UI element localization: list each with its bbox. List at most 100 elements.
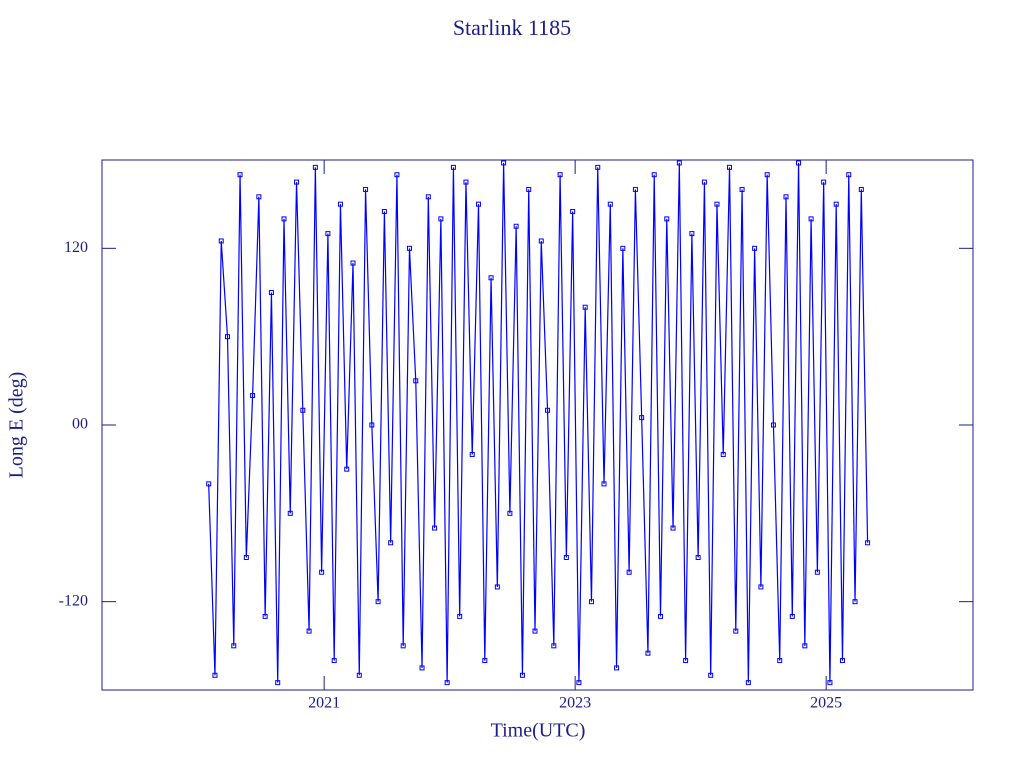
data-point bbox=[212, 672, 218, 678]
data-point bbox=[206, 481, 212, 487]
data-point bbox=[821, 179, 827, 185]
data-point bbox=[463, 179, 469, 185]
data-point bbox=[350, 260, 356, 266]
data-point bbox=[802, 643, 808, 649]
data-point bbox=[425, 194, 431, 200]
y-tick-label: 120 bbox=[64, 239, 88, 256]
data-point bbox=[676, 160, 682, 166]
data-point bbox=[626, 569, 632, 575]
data-point bbox=[356, 672, 362, 678]
data-line bbox=[208, 162, 869, 683]
data-point bbox=[394, 172, 400, 178]
data-point bbox=[827, 680, 833, 686]
data-point bbox=[363, 186, 369, 192]
data-point bbox=[300, 407, 306, 413]
data-point bbox=[607, 201, 613, 207]
data-point bbox=[808, 216, 814, 222]
data-point bbox=[733, 628, 739, 634]
data-point bbox=[381, 209, 387, 215]
data-point bbox=[231, 643, 237, 649]
data-point bbox=[432, 525, 438, 531]
x-tick-label: 2025 bbox=[810, 695, 842, 712]
y-tick-label: 00 bbox=[72, 416, 88, 433]
data-point bbox=[651, 172, 657, 178]
data-point bbox=[406, 245, 412, 251]
data-point bbox=[519, 672, 525, 678]
chart-title: Starlink 1185 bbox=[453, 15, 571, 40]
data-point bbox=[281, 216, 287, 222]
data-point bbox=[852, 599, 858, 605]
data-point bbox=[858, 186, 864, 192]
data-point bbox=[720, 451, 726, 457]
data-point bbox=[507, 510, 513, 516]
data-point bbox=[444, 680, 450, 686]
y-axis-label: Long E (deg) bbox=[6, 372, 28, 479]
data-point bbox=[770, 422, 776, 428]
data-point bbox=[563, 555, 569, 560]
data-point bbox=[438, 216, 444, 222]
data-point bbox=[312, 164, 318, 170]
data-point bbox=[262, 613, 268, 619]
data-point bbox=[256, 194, 262, 200]
data-point bbox=[306, 628, 312, 634]
x-tick-label: 2021 bbox=[308, 695, 340, 712]
data-point bbox=[839, 658, 845, 664]
data-point bbox=[777, 658, 783, 664]
data-point bbox=[814, 569, 820, 575]
data-point bbox=[494, 584, 500, 590]
data-point bbox=[664, 216, 670, 222]
data-point bbox=[689, 231, 695, 237]
data-point bbox=[268, 290, 274, 295]
data-point bbox=[250, 393, 256, 399]
data-point bbox=[670, 525, 676, 531]
data-point bbox=[501, 160, 507, 166]
data-point bbox=[488, 275, 494, 281]
data-point bbox=[287, 510, 293, 516]
data-point bbox=[400, 643, 406, 649]
data-point bbox=[846, 172, 852, 178]
data-point bbox=[331, 658, 337, 664]
data-point bbox=[595, 164, 601, 170]
data-point bbox=[620, 245, 626, 251]
data-point bbox=[369, 422, 375, 428]
data-point bbox=[865, 540, 871, 546]
data-point bbox=[657, 613, 663, 619]
data-point bbox=[614, 665, 620, 671]
data-point bbox=[319, 569, 325, 575]
data-point bbox=[413, 378, 419, 384]
data-point bbox=[783, 194, 789, 200]
data-point bbox=[225, 334, 231, 340]
data-point bbox=[764, 172, 770, 178]
data-point bbox=[833, 201, 839, 207]
data-point bbox=[645, 650, 651, 656]
data-point bbox=[551, 643, 557, 649]
x-tick-label: 2023 bbox=[559, 695, 591, 712]
data-point bbox=[695, 555, 701, 560]
data-point bbox=[570, 209, 576, 215]
data-point bbox=[683, 658, 689, 664]
data-point bbox=[545, 407, 551, 413]
plot-area bbox=[206, 160, 871, 686]
data-point bbox=[739, 186, 745, 192]
data-point bbox=[457, 613, 463, 619]
y-tick-label: -120 bbox=[59, 592, 88, 609]
data-point bbox=[789, 613, 795, 619]
data-point bbox=[576, 680, 582, 686]
data-point bbox=[337, 201, 343, 207]
data-point bbox=[482, 658, 488, 664]
data-point bbox=[538, 238, 544, 244]
data-point bbox=[513, 223, 519, 229]
data-point bbox=[275, 680, 281, 686]
data-point bbox=[752, 245, 758, 251]
data-point bbox=[237, 172, 243, 178]
data-point bbox=[708, 672, 714, 678]
data-point bbox=[419, 665, 425, 671]
data-point bbox=[532, 628, 538, 634]
data-point bbox=[243, 555, 249, 560]
data-point bbox=[601, 481, 607, 487]
data-point bbox=[796, 160, 802, 166]
data-point bbox=[388, 540, 394, 546]
data-point bbox=[632, 186, 638, 192]
data-point bbox=[375, 599, 381, 605]
